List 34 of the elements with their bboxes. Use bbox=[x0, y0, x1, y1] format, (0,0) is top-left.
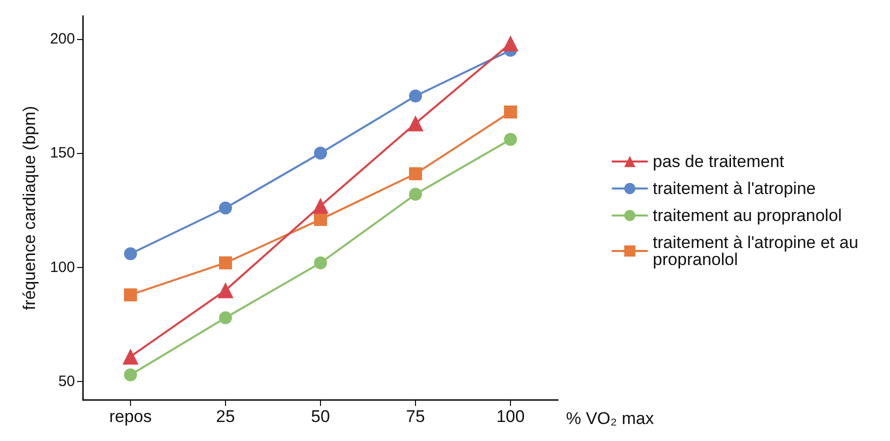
point bbox=[122, 348, 138, 365]
x-tick-label: 25 bbox=[216, 407, 235, 426]
point bbox=[219, 202, 232, 214]
point bbox=[409, 90, 422, 102]
point bbox=[408, 115, 424, 132]
point bbox=[124, 368, 137, 382]
point bbox=[504, 106, 517, 118]
point bbox=[409, 188, 422, 201]
point bbox=[219, 256, 232, 270]
x-tick-label: 50 bbox=[311, 407, 330, 426]
point bbox=[124, 288, 137, 302]
legend-label: traitement à l'atropine et au propranolol bbox=[652, 233, 863, 269]
x-axis-title: % VO₂ max bbox=[566, 409, 654, 428]
x-tick-label: 100 bbox=[496, 407, 525, 426]
y-tick-label: 50 bbox=[58, 373, 75, 390]
point bbox=[314, 212, 327, 226]
y-tick-label: 150 bbox=[50, 144, 75, 162]
point bbox=[218, 282, 234, 298]
y-tick-label: 200 bbox=[50, 30, 75, 48]
point bbox=[502, 35, 518, 52]
y-tick-label: 100 bbox=[50, 258, 75, 276]
point bbox=[124, 247, 137, 260]
legend-label: traitement au propranolol bbox=[652, 206, 842, 225]
legend-label: traitement à l'atropine bbox=[652, 179, 816, 198]
point bbox=[314, 146, 327, 160]
point bbox=[312, 198, 328, 214]
point bbox=[314, 256, 327, 270]
legend-label: pas de traitement bbox=[652, 152, 784, 171]
y-axis-title: fréquence cardiaque (bpm) bbox=[20, 106, 39, 310]
point bbox=[409, 167, 422, 180]
point bbox=[219, 311, 232, 324]
x-tick-label: 75 bbox=[406, 407, 425, 426]
x-tick-label: repos bbox=[109, 407, 152, 426]
point bbox=[504, 132, 517, 146]
